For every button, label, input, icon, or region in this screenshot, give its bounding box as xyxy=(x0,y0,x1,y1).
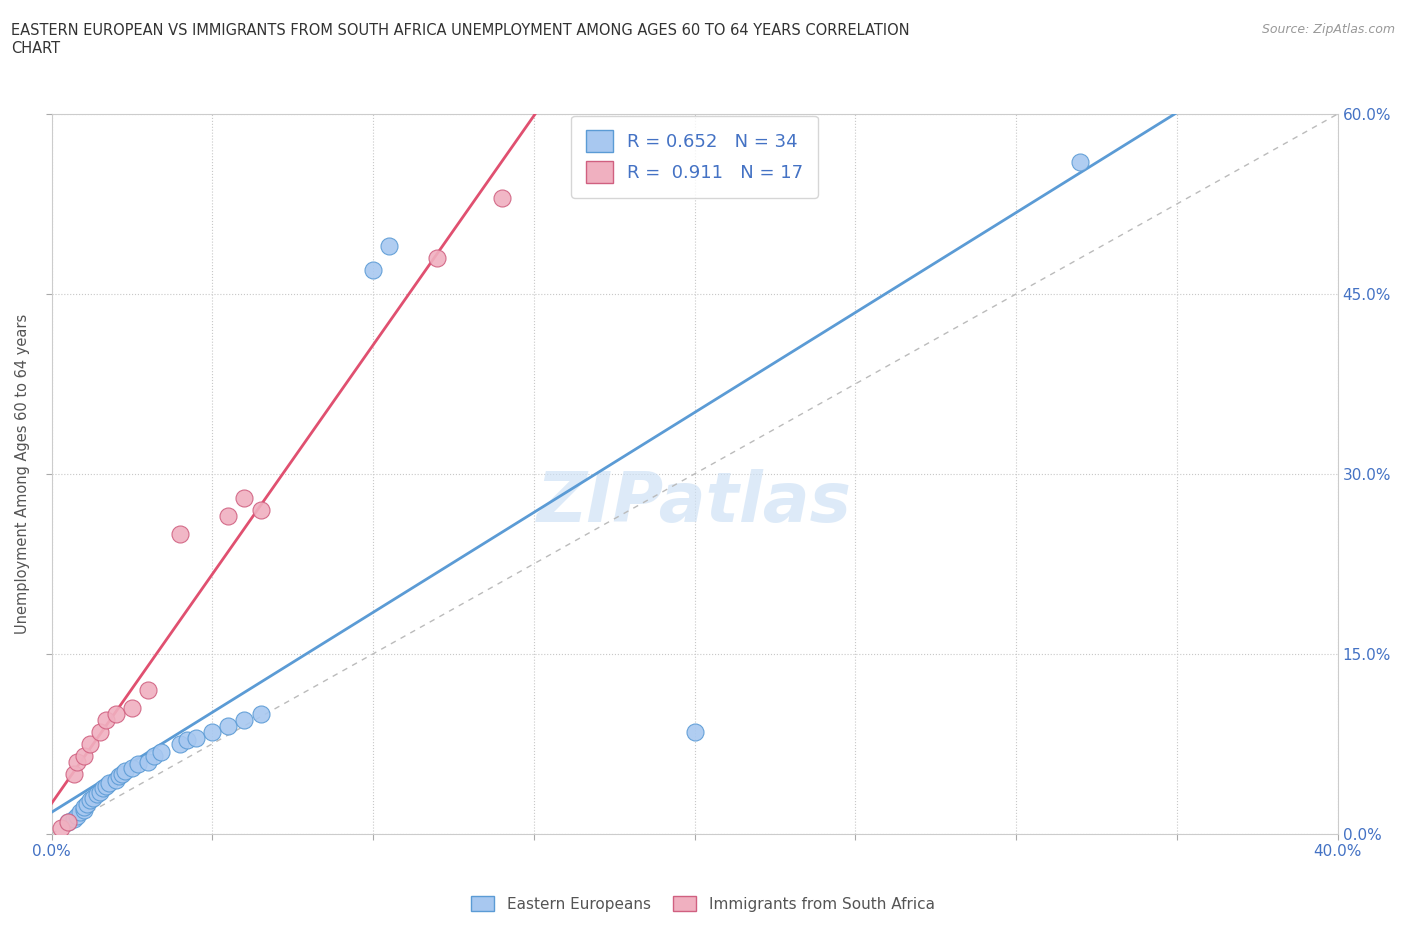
Point xyxy=(149,745,172,760)
Point xyxy=(114,764,136,778)
Text: EASTERN EUROPEAN VS IMMIGRANTS FROM SOUTH AFRICA UNEMPLOYMENT AMONG AGES 60 TO 6: EASTERN EUROPEAN VS IMMIGRANTS FROM SOUT… xyxy=(11,23,910,56)
Point xyxy=(233,490,256,505)
Point xyxy=(96,778,118,793)
Point xyxy=(63,766,86,781)
Point xyxy=(91,781,114,796)
Point xyxy=(89,724,111,739)
Text: ZIPatlas: ZIPatlas xyxy=(537,469,852,537)
Point xyxy=(73,803,96,817)
Point xyxy=(169,737,191,751)
Point xyxy=(143,749,166,764)
Point xyxy=(98,776,121,790)
Point xyxy=(86,787,108,802)
Point xyxy=(108,769,131,784)
Point xyxy=(69,804,91,819)
Point xyxy=(233,712,256,727)
Point xyxy=(104,772,127,787)
Point xyxy=(66,754,89,769)
Point xyxy=(89,784,111,799)
Point xyxy=(76,796,98,811)
Legend: R = 0.652   N = 34, R =  0.911   N = 17: R = 0.652 N = 34, R = 0.911 N = 17 xyxy=(571,116,818,198)
Point xyxy=(56,815,79,830)
Point xyxy=(136,754,159,769)
Point xyxy=(104,707,127,722)
Point xyxy=(73,800,96,815)
Point xyxy=(111,766,134,781)
Point xyxy=(127,757,149,772)
Point xyxy=(82,790,104,805)
Point xyxy=(96,712,118,727)
Point xyxy=(51,820,73,835)
Point xyxy=(63,812,86,827)
Point xyxy=(186,730,208,745)
Point xyxy=(491,191,513,206)
Point xyxy=(217,509,239,524)
Point xyxy=(426,250,449,265)
Point xyxy=(378,238,401,253)
Point xyxy=(176,733,198,748)
Point xyxy=(121,761,143,776)
Point xyxy=(79,792,101,807)
Point xyxy=(73,749,96,764)
Text: Source: ZipAtlas.com: Source: ZipAtlas.com xyxy=(1261,23,1395,36)
Point xyxy=(217,718,239,733)
Point xyxy=(249,502,271,517)
Point xyxy=(121,700,143,715)
Point xyxy=(683,724,706,739)
Point xyxy=(1069,154,1091,169)
Point xyxy=(249,707,271,722)
Point xyxy=(361,262,384,277)
Point xyxy=(56,815,79,830)
Point xyxy=(66,808,89,823)
Y-axis label: Unemployment Among Ages 60 to 64 years: Unemployment Among Ages 60 to 64 years xyxy=(15,313,30,634)
Point xyxy=(79,737,101,751)
Point xyxy=(136,683,159,698)
Point xyxy=(169,526,191,541)
Point xyxy=(201,724,224,739)
Legend: Eastern Europeans, Immigrants from South Africa: Eastern Europeans, Immigrants from South… xyxy=(465,889,941,918)
